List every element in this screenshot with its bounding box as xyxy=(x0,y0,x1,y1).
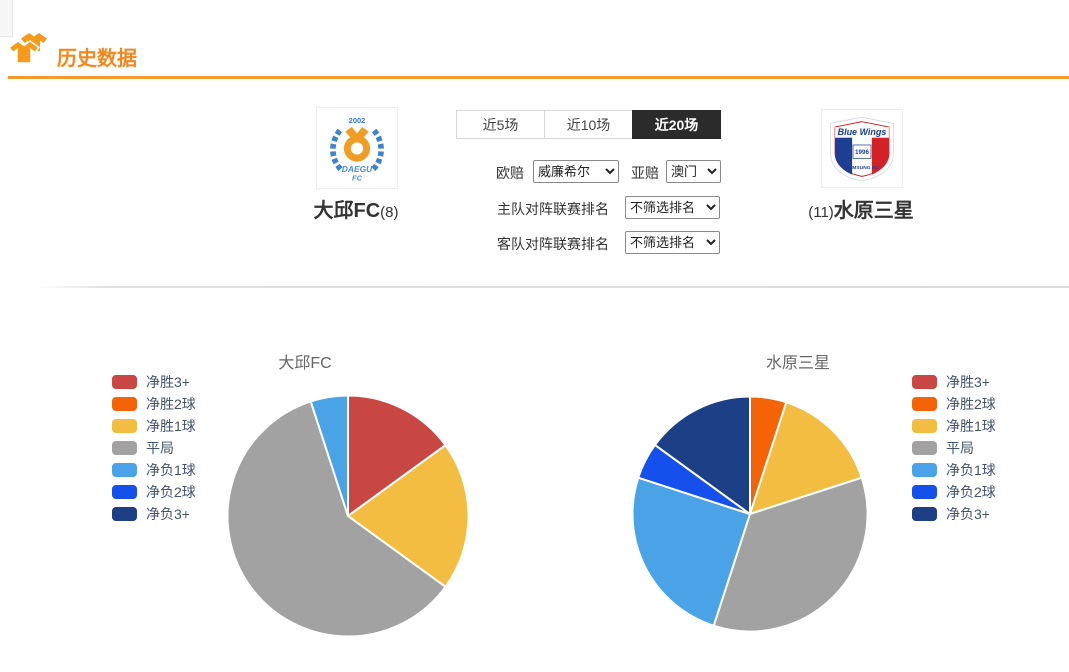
legend-swatch-icon xyxy=(112,485,137,499)
europe-odds-select[interactable]: 威廉希尔 xyxy=(533,160,619,183)
legend-swatch-icon xyxy=(112,397,137,411)
home-logo-year: 2002 xyxy=(349,116,366,125)
legend-swatch-icon xyxy=(912,507,937,521)
pie-slice[interactable] xyxy=(226,400,447,638)
legend-label: 净负1球 xyxy=(146,462,196,478)
chart-legend: 净胜3+ 净胜2球净胜1球平局净负1球净负2球净负3+ xyxy=(912,371,996,525)
legend-item[interactable]: 净负1球 xyxy=(912,459,996,481)
section-divider xyxy=(36,286,1069,288)
legend-item[interactable]: 净负2球 xyxy=(912,481,996,503)
home-rank-select[interactable]: 不筛选排名 xyxy=(625,196,720,219)
pie-slice[interactable] xyxy=(347,444,470,588)
jersey-icon xyxy=(9,33,47,64)
away-rank-select[interactable]: 不筛选排名 xyxy=(625,231,720,254)
legend-swatch-icon xyxy=(112,507,137,521)
legend-swatch-icon xyxy=(112,375,137,389)
legend-label: 净负3+ xyxy=(946,506,990,522)
away-team-rank: (11) xyxy=(808,204,834,221)
header-rule xyxy=(8,76,1069,79)
away-logo-bottom: SAMSUNG FC xyxy=(845,165,879,171)
legend-item[interactable]: 净胜2球 xyxy=(912,393,996,415)
pie-slice[interactable] xyxy=(347,394,447,517)
legend-label: 净负2球 xyxy=(146,484,196,500)
europe-odds-label: 欧赔 xyxy=(496,165,524,181)
home-team-rank: (8) xyxy=(380,204,399,221)
legend-label: 净负3+ xyxy=(146,506,190,522)
legend-swatch-icon xyxy=(112,463,137,477)
page-title: 历史数据 xyxy=(57,48,137,70)
legend-swatch-icon xyxy=(912,375,937,389)
suwon-samsung-logo-image: Blue Wings 1996 SAMSUNG FC xyxy=(830,116,894,181)
pie-slice[interactable] xyxy=(653,395,751,515)
legend-item[interactable]: 净负3+ xyxy=(112,503,196,525)
recent-matches-tab-group: 近5场 近10场 近20场 xyxy=(456,110,721,139)
home-rank-label: 主队对阵联赛排名 xyxy=(497,201,609,217)
tab-last-5[interactable]: 近5场 xyxy=(456,110,545,139)
legend-item[interactable]: 净胜1球 xyxy=(912,415,996,437)
pie-slice[interactable] xyxy=(309,394,349,517)
legend-swatch-icon xyxy=(912,485,937,499)
pie-chart xyxy=(631,395,869,633)
away-logo-script: Blue Wings xyxy=(838,127,887,137)
legend-label: 净胜2球 xyxy=(146,396,196,412)
legend-swatch-icon xyxy=(912,463,937,477)
legend-label: 净胜1球 xyxy=(946,418,996,434)
legend-label: 净胜2球 xyxy=(946,396,996,412)
legend-item[interactable]: 净胜2球 xyxy=(112,393,196,415)
legend-item[interactable]: 平局 xyxy=(912,437,996,459)
legend-item[interactable]: 净胜1球 xyxy=(112,415,196,437)
home-team-name: 大邱FC(8) xyxy=(313,200,399,222)
chart-legend: 净胜3+ 净胜2球净胜1球平局净负1球净负2球净负3+ xyxy=(112,371,196,525)
legend-label: 净胜1球 xyxy=(146,418,196,434)
legend-swatch-icon xyxy=(112,419,137,433)
chart-title: 大邱FC xyxy=(278,355,332,372)
legend-label: 净胜3+ xyxy=(946,374,990,390)
legend-swatch-icon xyxy=(912,441,937,455)
legend-swatch-icon xyxy=(912,397,937,411)
home-team-logo: 2002 DAEGU FC xyxy=(316,107,398,189)
chart-title: 水原三星 xyxy=(765,355,830,372)
legend-label: 净负1球 xyxy=(946,462,996,478)
home-logo-name: DAEGU xyxy=(342,164,373,174)
away-logo-year: 1996 xyxy=(855,148,869,155)
pie-slice[interactable] xyxy=(712,476,869,633)
asia-odds-select[interactable]: 澳门 xyxy=(666,160,721,183)
corner-block xyxy=(0,0,13,37)
legend-item[interactable]: 净负1球 xyxy=(112,459,196,481)
asia-odds-label: 亚赔 xyxy=(631,165,659,181)
tab-last-20[interactable]: 近20场 xyxy=(632,110,721,139)
legend-item[interactable]: 净胜3+ xyxy=(112,371,196,393)
legend-label: 平局 xyxy=(946,440,974,456)
legend-swatch-icon xyxy=(912,419,937,433)
legend-item[interactable]: 净胜3+ xyxy=(912,371,996,393)
pie-slice[interactable] xyxy=(631,476,751,627)
legend-label: 净胜3+ xyxy=(146,374,190,390)
daegu-fc-logo-image: 2002 DAEGU FC xyxy=(330,116,384,182)
legend-label: 净负2球 xyxy=(946,484,996,500)
away-team-logo: Blue Wings 1996 SAMSUNG FC xyxy=(821,109,903,188)
home-logo-fc: FC xyxy=(352,173,363,182)
tab-last-10[interactable]: 近10场 xyxy=(544,110,633,139)
pie-chart xyxy=(226,394,470,638)
away-team-name: (11)水原三星 xyxy=(808,200,914,222)
legend-item[interactable]: 净负3+ xyxy=(912,503,996,525)
legend-label: 平局 xyxy=(146,440,174,456)
away-rank-label: 客队对阵联赛排名 xyxy=(497,236,609,252)
legend-item[interactable]: 净负2球 xyxy=(112,481,196,503)
legend-item[interactable]: 平局 xyxy=(112,437,196,459)
legend-swatch-icon xyxy=(112,441,137,455)
